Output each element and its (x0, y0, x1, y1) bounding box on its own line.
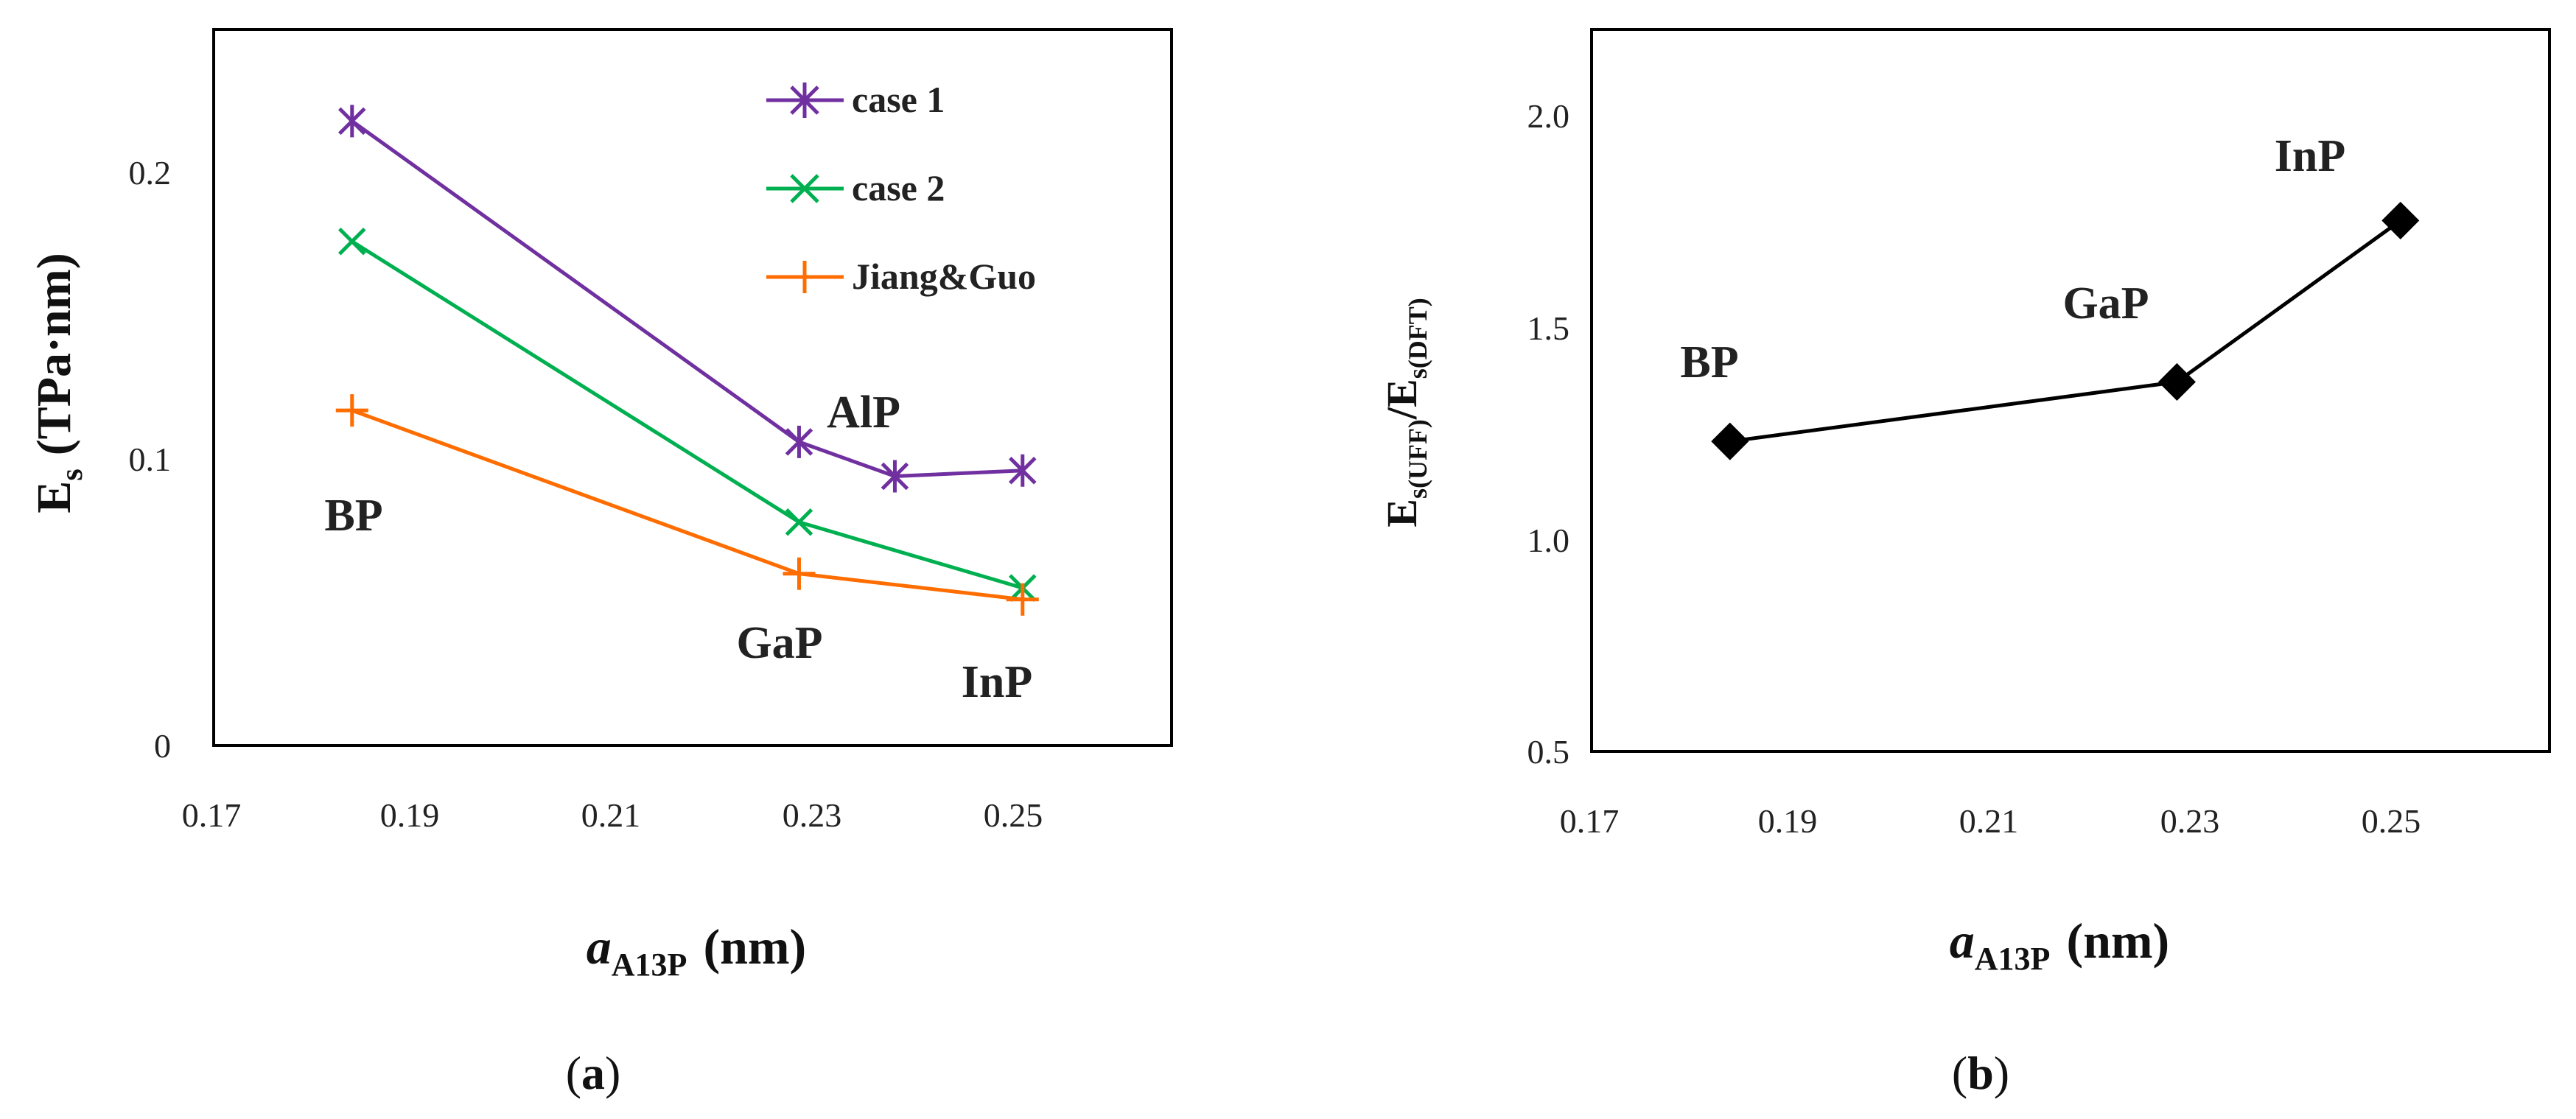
a-x-tick-1: 0.19 (380, 796, 440, 834)
b-y-tick-3: 2.0 (1527, 97, 1570, 135)
a-x-tick-3: 0.23 (783, 796, 842, 834)
a-label-bp: BP (324, 491, 382, 541)
legend-marker-case-1 (790, 83, 819, 118)
b-x-axis-title: aA13P (nm) (1950, 913, 2169, 977)
a-x-tick-4: 0.25 (984, 796, 1043, 834)
a-y-tick-2: 0.2 (129, 154, 172, 192)
a-point-jiang-guo-0 (335, 394, 368, 427)
panel-a-plot-frame (212, 28, 1173, 747)
a-point-case-1-0 (338, 105, 366, 138)
panel-a: 0 0.1 0.2 0.17 0.19 0.21 0.23 0.25 Es(TP… (27, 28, 1173, 1099)
b-x-tick-4: 0.25 (2362, 802, 2421, 840)
b-y-tick-0: 0.5 (1527, 733, 1570, 771)
b-label-bp: BP (1680, 337, 1738, 387)
b-point-ratio-2 (2381, 201, 2420, 239)
b-y-tick-1: 1.0 (1527, 522, 1570, 559)
a-x-tick-0: 0.17 (182, 796, 242, 834)
panel-b-series-layer (1711, 201, 2420, 460)
a-series-line-jiang-guo (351, 408, 1023, 602)
b-label-inp: InP (2275, 131, 2345, 181)
a-y-tick-0: 0 (154, 727, 171, 765)
a-y-tick-1: 0.1 (129, 441, 172, 478)
a-point-case-2-1 (785, 508, 813, 536)
b-label-gap: GaP (2062, 278, 2149, 329)
b-x-tick-1: 0.19 (1758, 802, 1818, 840)
legend-label-case-2: case 2 (852, 167, 945, 208)
legend-marker-case-2 (790, 174, 819, 203)
b-y-tick-2: 1.5 (1527, 309, 1570, 347)
legend-marker-jiang-guo (788, 261, 821, 293)
b-point-ratio-0 (1711, 422, 1749, 460)
a-point-jiang-guo-2 (1006, 583, 1039, 616)
panel-a-series-layer (335, 105, 1039, 616)
b-caption: (b) (1952, 1047, 2009, 1099)
a-label-inp: InP (962, 657, 1032, 707)
a-legend: case 1 case 2 Jiang&Guo (766, 79, 1036, 297)
b-x-tick-3: 0.23 (2160, 802, 2220, 840)
panel-b: 0.5 1.0 1.5 2.0 0.17 0.19 0.21 0.23 0.25… (1378, 28, 2551, 1099)
a-series-line-case-1 (351, 119, 1023, 479)
a-x-axis-title: aA13P (nm) (587, 919, 806, 983)
a-caption: (a) (566, 1047, 621, 1099)
b-point-ratio-1 (2157, 362, 2196, 401)
panel-b-plot-frame (1590, 28, 2551, 753)
a-label-alp: AlP (827, 387, 900, 438)
a-point-case-2-0 (338, 227, 366, 256)
a-point-case-1-1 (785, 425, 813, 458)
a-point-case-1-3 (1009, 454, 1037, 487)
b-x-tick-0: 0.17 (1560, 802, 1620, 840)
a-point-case-1-2 (881, 460, 909, 493)
a-y-axis-title: Es(TPa·nm) (27, 253, 89, 513)
a-label-gap: GaP (736, 618, 822, 668)
b-series-line-ratio (1729, 219, 2402, 443)
a-x-tick-2: 0.21 (581, 796, 641, 834)
a-point-jiang-guo-1 (783, 557, 816, 590)
b-x-tick-2: 0.21 (1959, 802, 2019, 840)
legend-label-jiang-guo: Jiang&Guo (852, 256, 1036, 297)
legend-label-case-1: case 1 (852, 79, 945, 120)
b-y-axis-title: Es(UFF)/Es(DFT) (1378, 298, 1432, 527)
